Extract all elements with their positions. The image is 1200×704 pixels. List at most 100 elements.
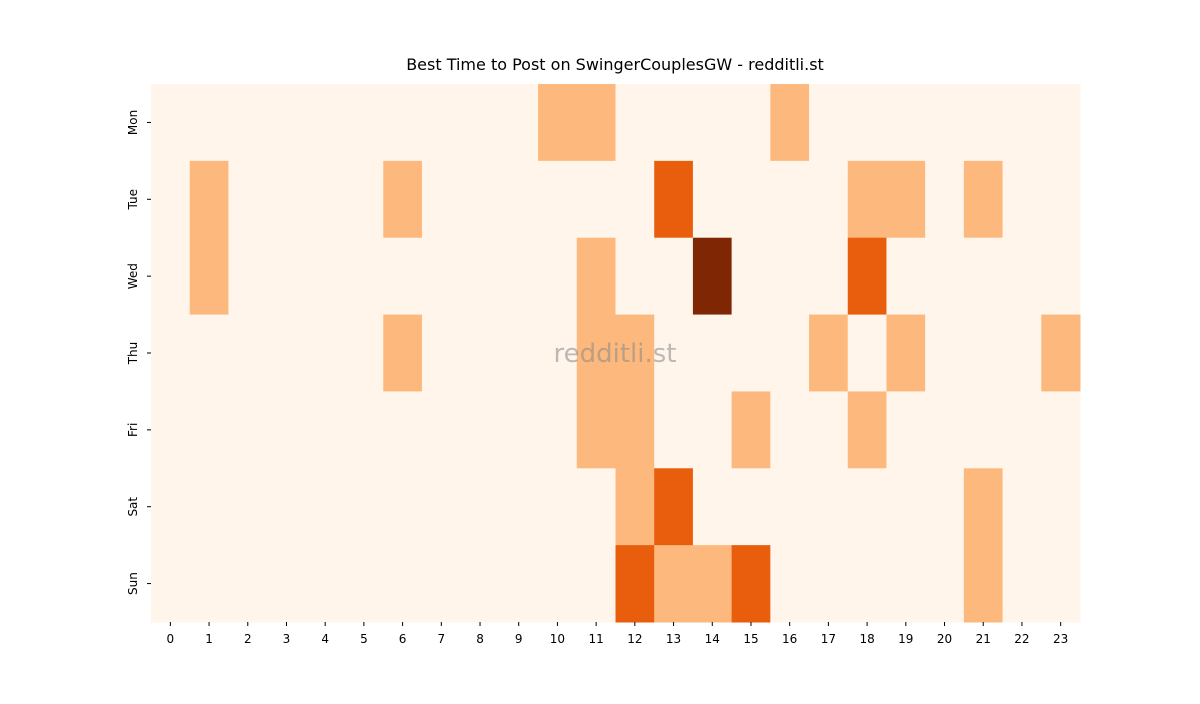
heat-cell bbox=[963, 391, 1004, 469]
heat-cell bbox=[1041, 545, 1081, 623]
x-tick-label: 3 bbox=[283, 632, 291, 646]
heat-cell bbox=[1041, 237, 1081, 316]
heat-cell bbox=[654, 314, 694, 392]
x-tick-label: 6 bbox=[399, 632, 407, 646]
heat-cell bbox=[576, 237, 616, 316]
heat-cell bbox=[963, 84, 1004, 162]
heat-cell bbox=[925, 237, 965, 316]
heat-cell bbox=[963, 237, 1004, 316]
x-tick-label: 11 bbox=[589, 632, 604, 646]
x-tick-label: 16 bbox=[782, 632, 797, 646]
heat-cell bbox=[228, 545, 268, 623]
heat-cell bbox=[189, 237, 229, 316]
heat-cell bbox=[847, 391, 887, 469]
heat-cell bbox=[731, 545, 771, 623]
heat-cell bbox=[886, 468, 926, 546]
x-tick-label: 12 bbox=[627, 632, 642, 646]
heat-cell bbox=[1002, 84, 1042, 162]
x-tick-label: 15 bbox=[743, 632, 758, 646]
heat-cell bbox=[228, 84, 268, 162]
heat-cell bbox=[1041, 314, 1081, 392]
heat-cell bbox=[886, 84, 926, 162]
y-tick-label: Sun bbox=[126, 572, 140, 595]
heat-cell bbox=[692, 314, 733, 392]
heat-cell bbox=[267, 545, 307, 623]
heat-cell bbox=[267, 237, 307, 316]
heat-cell bbox=[189, 545, 229, 623]
x-tick-label: 21 bbox=[976, 632, 991, 646]
heat-cell bbox=[809, 84, 849, 162]
heat-cell bbox=[770, 237, 810, 316]
heat-cell bbox=[615, 237, 655, 316]
heat-cell bbox=[499, 391, 539, 469]
x-tick-label: 10 bbox=[550, 632, 565, 646]
heat-cell bbox=[886, 160, 926, 239]
heat-cell bbox=[344, 468, 384, 546]
heat-cell bbox=[576, 545, 616, 623]
heat-cell bbox=[963, 468, 1004, 546]
heat-cell bbox=[692, 545, 733, 623]
heat-cell bbox=[421, 314, 462, 392]
heat-cell bbox=[421, 391, 462, 469]
x-tick-label: 18 bbox=[859, 632, 874, 646]
watermark: redditli.st bbox=[554, 339, 677, 369]
heat-cell bbox=[151, 84, 191, 162]
heat-cell bbox=[189, 84, 229, 162]
x-tick-label: 22 bbox=[1014, 632, 1029, 646]
heat-cell bbox=[770, 391, 810, 469]
heat-cell bbox=[654, 84, 694, 162]
heat-cell bbox=[963, 545, 1004, 623]
heat-cell bbox=[305, 84, 346, 162]
heat-cell bbox=[925, 468, 965, 546]
heat-cell bbox=[305, 468, 346, 546]
heat-cell bbox=[576, 160, 616, 239]
heat-cell bbox=[267, 468, 307, 546]
heat-cell bbox=[886, 314, 926, 392]
heat-cell bbox=[344, 314, 384, 392]
heat-cell bbox=[770, 314, 810, 392]
heat-cell bbox=[460, 314, 500, 392]
x-tick-label: 14 bbox=[705, 632, 720, 646]
heat-cell bbox=[499, 314, 539, 392]
heat-cell bbox=[692, 391, 733, 469]
x-tick-label: 8 bbox=[476, 632, 484, 646]
heat-cell bbox=[731, 391, 771, 469]
x-tick-label: 2 bbox=[244, 632, 252, 646]
x-tick-label: 17 bbox=[821, 632, 836, 646]
heat-cell bbox=[654, 391, 694, 469]
y-tick-label: Wed bbox=[126, 263, 140, 289]
heat-cell bbox=[615, 545, 655, 623]
heat-cell bbox=[576, 84, 616, 162]
heat-cell bbox=[1002, 160, 1042, 239]
heat-cell bbox=[847, 84, 887, 162]
heat-cell bbox=[692, 84, 733, 162]
x-tick-label: 20 bbox=[937, 632, 952, 646]
heat-cell bbox=[847, 237, 887, 316]
heat-cell bbox=[576, 314, 616, 392]
heat-cell bbox=[1041, 391, 1081, 469]
heat-cell bbox=[151, 314, 191, 392]
heat-cell bbox=[538, 314, 578, 392]
y-tick-label: Fri bbox=[126, 423, 140, 437]
heat-cell bbox=[809, 468, 849, 546]
heat-cell bbox=[538, 237, 578, 316]
heat-cell bbox=[538, 468, 578, 546]
heat-cell bbox=[344, 160, 384, 239]
heat-cell bbox=[421, 237, 462, 316]
heat-cell bbox=[267, 314, 307, 392]
heat-cell bbox=[809, 545, 849, 623]
heat-cell bbox=[305, 314, 346, 392]
x-tick-label: 1 bbox=[205, 632, 213, 646]
heat-cell bbox=[809, 160, 849, 239]
heat-cell bbox=[1002, 314, 1042, 392]
heat-cell bbox=[1041, 84, 1081, 162]
y-tick-label: Sat bbox=[126, 497, 140, 517]
heat-cell bbox=[228, 237, 268, 316]
heat-cell bbox=[344, 84, 384, 162]
heat-cell bbox=[499, 160, 539, 239]
heat-cell bbox=[770, 468, 810, 546]
heat-cell bbox=[228, 468, 268, 546]
heat-cell bbox=[1041, 468, 1081, 546]
heat-cell bbox=[499, 468, 539, 546]
